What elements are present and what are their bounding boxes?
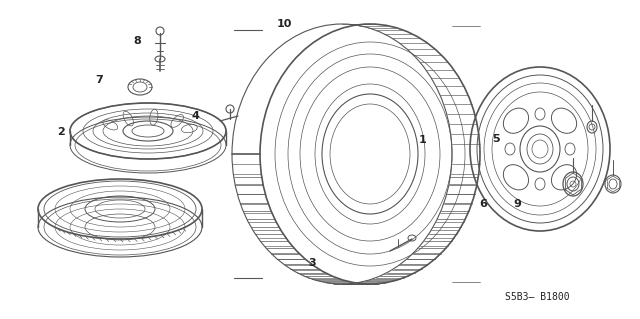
Text: 8: 8 — [134, 36, 141, 47]
Text: 2: 2 — [57, 127, 65, 137]
Text: 7: 7 — [95, 75, 103, 85]
Text: 9: 9 — [513, 199, 521, 209]
Text: 6: 6 — [479, 199, 487, 209]
Text: S5B3– B1800: S5B3– B1800 — [506, 292, 570, 302]
Text: 3: 3 — [308, 258, 316, 268]
Text: 4: 4 — [191, 111, 199, 122]
Text: 10: 10 — [277, 19, 292, 29]
Text: 1: 1 — [419, 135, 426, 145]
Text: 5: 5 — [492, 134, 500, 144]
